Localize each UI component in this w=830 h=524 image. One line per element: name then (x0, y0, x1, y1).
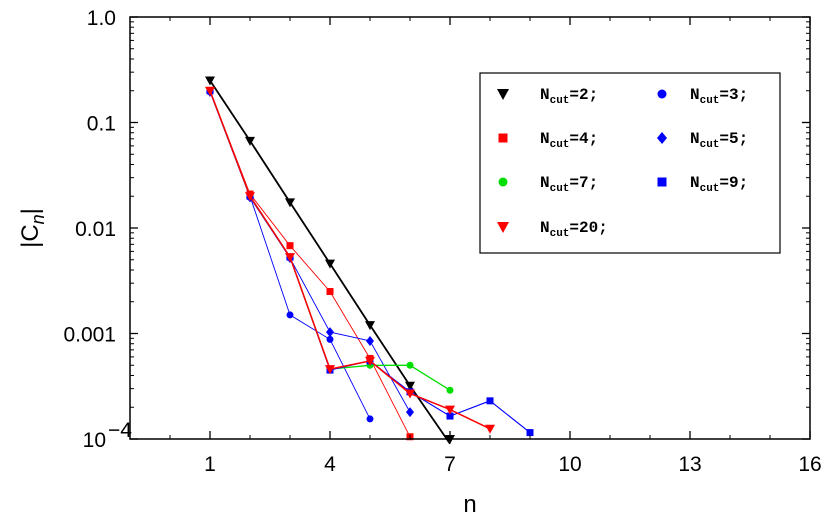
data-point (325, 365, 335, 375)
series-line (209, 90, 491, 430)
legend-label: Ncut=4; (540, 130, 598, 151)
legend-entry: Ncut=2; (497, 86, 598, 107)
x-axis-title: n (463, 491, 476, 518)
series-4 (206, 87, 454, 394)
data-point (485, 424, 495, 434)
data-point (445, 405, 455, 415)
data-point (205, 86, 215, 96)
y-tick-label: 1.0 (87, 7, 116, 30)
x-tick-label: 13 (678, 453, 701, 476)
legend-marker (498, 177, 508, 187)
x-tick-label: 1 (204, 453, 216, 476)
data-point (365, 356, 375, 366)
data-point (325, 259, 335, 269)
data-point (406, 361, 414, 369)
series-3 (206, 86, 414, 418)
data-point (205, 76, 215, 86)
data-point (446, 386, 454, 394)
data-point (245, 192, 255, 202)
x-tick-label: 16 (798, 453, 821, 476)
legend-marker (497, 222, 509, 233)
legend-entry: Ncut=9; (657, 174, 748, 195)
data-point (326, 335, 334, 343)
legend-entry: Ncut=4; (498, 130, 598, 151)
data-point (286, 311, 294, 319)
legend: Ncut=2; Ncut=3; Ncut=4; Ncut=5; Ncut=7; Ncut=… (479, 72, 781, 254)
legend-marker (657, 132, 667, 144)
data-point (405, 389, 415, 399)
y-tick-label: 0.001 (63, 324, 116, 347)
data-point (285, 253, 295, 263)
data-point (326, 327, 334, 338)
series-layer (205, 76, 534, 445)
data-point (446, 412, 454, 420)
y-tick-label-exponent: −4 (108, 419, 132, 442)
series-2 (206, 87, 414, 441)
legend-entry: Ncut=5; (657, 130, 748, 151)
series-6 (205, 86, 495, 434)
legend-label: Ncut=20; (540, 219, 608, 240)
data-point (366, 335, 374, 346)
data-point (245, 136, 255, 146)
data-point (486, 397, 494, 405)
data-point (286, 242, 294, 250)
legend-label: Ncut=5; (690, 130, 748, 151)
data-point (326, 288, 334, 296)
data-point (405, 381, 415, 391)
x-tick-label: 4 (324, 453, 336, 476)
y-axis-title-text: |Cn| (17, 208, 48, 248)
y-axis-title: |Cn| (17, 208, 48, 248)
data-point (366, 415, 374, 423)
legend-entry: Ncut=20; (497, 219, 608, 240)
legend-marker (498, 133, 508, 143)
y-tick-label: 0.1 (87, 113, 116, 136)
series-line (209, 90, 411, 438)
series-0 (205, 76, 455, 445)
legend-marker (657, 177, 667, 187)
legend-entry: Ncut=7; (498, 174, 598, 195)
legend-box (479, 72, 781, 254)
legend-label: Ncut=2; (540, 86, 598, 107)
data-point (526, 429, 534, 437)
x-tick-label: 10 (558, 453, 581, 476)
legend-marker (657, 89, 667, 99)
data-point (285, 198, 295, 208)
data-point (406, 407, 414, 418)
data-point (365, 321, 375, 331)
legend-label: Ncut=7; (540, 174, 598, 195)
series-line (209, 91, 411, 413)
legend-marker (497, 89, 509, 100)
y-tick-label: 0.01 (75, 218, 116, 241)
legend-label: Ncut=3; (690, 86, 748, 107)
legend-entry: Ncut=3; (657, 86, 748, 107)
legend-label: Ncut=9; (690, 174, 748, 195)
x-tick-label: 7 (444, 453, 456, 476)
y-tick-label: 10 (83, 429, 106, 452)
